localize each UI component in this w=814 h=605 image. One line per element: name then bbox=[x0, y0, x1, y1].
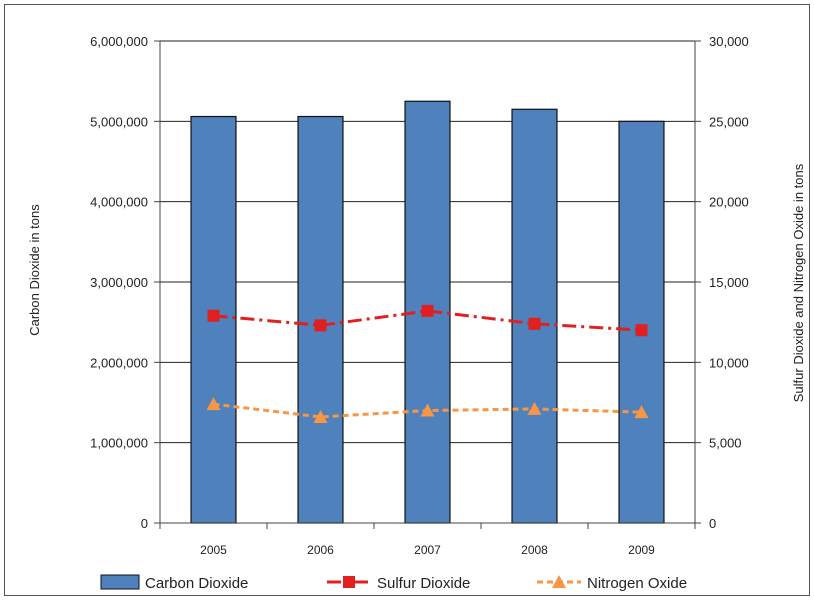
line-sulfur-dioxide bbox=[213, 309, 642, 332]
y-axis-left-label: Carbon Dioxide in tons bbox=[27, 204, 42, 336]
axes bbox=[154, 40, 701, 529]
bar-2009 bbox=[618, 120, 665, 524]
x-tick-label: 2006 bbox=[307, 543, 334, 557]
marker-sulfur-dioxide bbox=[207, 309, 220, 322]
marker-nitrogen-oxide bbox=[206, 397, 221, 411]
chart-svg: 0 0 1,000,000 5,000 2,000,000 10,000 3,000,000… bbox=[27, 34, 806, 592]
x-tick-label: 2009 bbox=[628, 543, 655, 557]
marker-sulfur-dioxide bbox=[314, 319, 327, 332]
y-left-tick-label: 1,000,000 bbox=[90, 436, 148, 451]
marker-nitrogen-oxide bbox=[313, 409, 328, 423]
lines bbox=[206, 304, 649, 423]
legend-marker-nitrogen-oxide bbox=[552, 575, 566, 588]
y-right-tick-label: 10,000 bbox=[709, 355, 749, 370]
y-right-tick-label: 30,000 bbox=[709, 34, 749, 49]
marker-nitrogen-oxide bbox=[420, 403, 435, 417]
marker-sulfur-dioxide bbox=[635, 324, 648, 337]
legend-label-sulfur-dioxide: Sulfur Dioxide bbox=[377, 575, 470, 592]
bars-carbon-dioxide bbox=[190, 100, 665, 524]
marker-sulfur-dioxide bbox=[528, 317, 541, 330]
marker-nitrogen-oxide bbox=[634, 405, 649, 419]
x-tick-label: 2008 bbox=[521, 543, 548, 557]
y-right-tick-label: 0 bbox=[709, 516, 716, 531]
y-left-tick-label: 4,000,000 bbox=[90, 195, 148, 210]
y-left-tick-label: 0 bbox=[141, 516, 148, 531]
x-tick-label: 2007 bbox=[414, 543, 441, 557]
y-axis-right-label: Sulfur Dioxide and Nitrogen Oxide in ton… bbox=[791, 163, 806, 402]
y-left-tick-label: 6,000,000 bbox=[90, 34, 148, 49]
legend-label-nitrogen-oxide: Nitrogen Oxide bbox=[587, 575, 687, 592]
x-tick-label: 2005 bbox=[200, 543, 227, 557]
y-right-tick-label: 25,000 bbox=[709, 114, 749, 129]
y-right-tick-label: 15,000 bbox=[709, 275, 749, 290]
marker-nitrogen-oxide bbox=[527, 401, 542, 415]
chart-frame: 0 0 1,000,000 5,000 2,000,000 10,000 3,000,000… bbox=[4, 4, 810, 596]
tick-labels: 0 0 1,000,000 5,000 2,000,000 10,000 3,000,000… bbox=[90, 34, 749, 557]
y-left-tick-label: 2,000,000 bbox=[90, 355, 148, 370]
legend: Carbon Dioxide Sulfur Dioxide Nitrogen Oxi… bbox=[100, 574, 687, 592]
bar-2008 bbox=[511, 108, 558, 524]
y-right-tick-label: 20,000 bbox=[709, 195, 749, 210]
legend-label-carbon-dioxide: Carbon Dioxide bbox=[145, 575, 248, 592]
y-right-tick-label: 5,000 bbox=[709, 436, 742, 451]
legend-swatch-carbon-dioxide bbox=[100, 574, 140, 590]
marker-sulfur-dioxide bbox=[421, 304, 434, 317]
y-left-tick-label: 5,000,000 bbox=[90, 114, 148, 129]
legend-marker-sulfur-dioxide bbox=[343, 576, 355, 588]
y-left-tick-label: 3,000,000 bbox=[90, 275, 148, 290]
